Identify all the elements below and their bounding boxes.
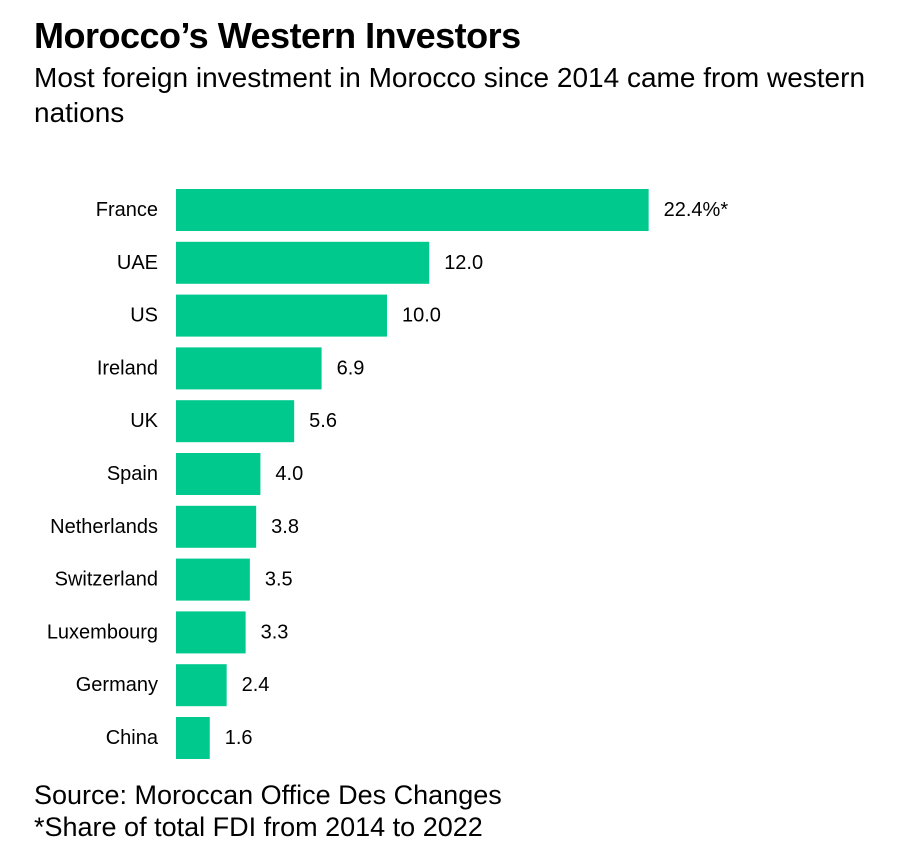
category-label: Ireland [97,357,158,379]
value-label: 22.4%* [664,199,729,221]
footnote: *Share of total FDI from 2014 to 2022 [34,812,483,842]
bar [176,453,261,495]
category-label: France [96,199,158,221]
category-label: Germany [76,674,158,696]
chart-footer: Source: Moroccan Office Des Changes *Sha… [34,779,502,843]
value-label: 3.8 [271,516,299,538]
value-label: 6.9 [337,357,365,379]
value-label: 3.3 [261,621,289,643]
chart-subtitle: Most foreign investment in Morocco since… [34,62,866,128]
category-label: Spain [107,463,158,485]
bar [176,400,295,443]
chart-title: Morocco’s Western Investors [34,15,521,56]
category-label: UK [130,410,158,432]
bar [176,611,246,654]
source-note: Source: Moroccan Office Des Changes [34,780,502,810]
bar [176,558,250,601]
category-label: Switzerland [55,569,158,591]
bar-chart: France 22.4%* UAE 12.0 US 10.0 Ireland 6.9 UK 5.6… [47,189,729,759]
bar [176,505,257,548]
value-label: 1.6 [225,727,253,749]
category-label: China [106,727,159,749]
bar [176,241,430,284]
bar [176,189,649,231]
value-label: 2.4 [242,674,270,696]
bar [176,664,227,707]
category-label: UAE [117,252,158,274]
value-label: 12.0 [444,252,483,274]
bar [176,294,387,337]
value-label: 5.6 [309,410,337,432]
category-label: US [130,305,158,327]
category-label: Luxembourg [47,621,158,643]
category-label: Netherlands [50,516,158,538]
bar [176,347,322,390]
bar [176,717,210,759]
value-label: 3.5 [265,569,293,591]
value-label: 4.0 [275,463,303,485]
value-label: 10.0 [402,305,441,327]
